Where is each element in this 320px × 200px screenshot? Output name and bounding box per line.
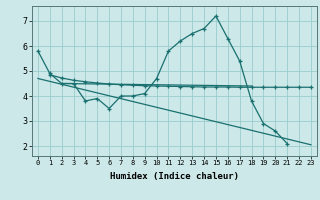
X-axis label: Humidex (Indice chaleur): Humidex (Indice chaleur): [110, 172, 239, 181]
